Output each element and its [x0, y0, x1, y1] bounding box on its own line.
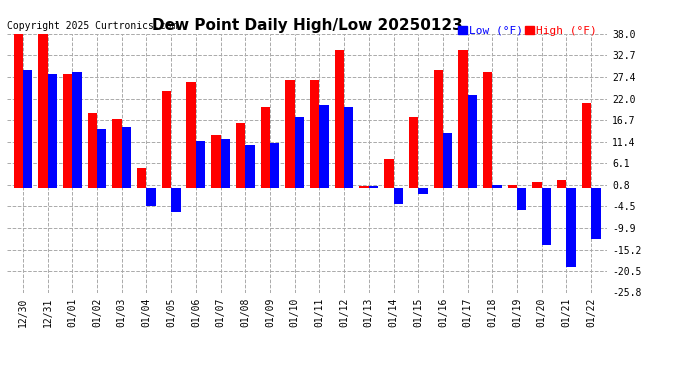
Bar [508, 184, 517, 188]
Bar [295, 117, 304, 188]
Bar [63, 74, 72, 188]
Bar [236, 123, 245, 188]
Bar [369, 186, 378, 188]
Bar [483, 72, 493, 188]
Bar [245, 145, 255, 188]
Bar [409, 117, 418, 188]
Bar [161, 90, 171, 188]
Bar [533, 182, 542, 188]
Bar [517, 188, 526, 210]
Bar [557, 180, 566, 188]
Bar [393, 188, 403, 204]
Text: Copyright 2025 Curtronics.com: Copyright 2025 Curtronics.com [7, 21, 177, 31]
Bar [270, 143, 279, 188]
Bar [344, 107, 353, 188]
Bar [196, 141, 205, 188]
Bar [171, 188, 181, 212]
Bar [14, 34, 23, 188]
Bar [458, 50, 468, 188]
Bar [582, 103, 591, 188]
Bar [221, 139, 230, 188]
Bar [359, 186, 369, 188]
Bar [211, 135, 221, 188]
Bar [384, 159, 393, 188]
Bar [23, 70, 32, 188]
Bar [542, 188, 551, 244]
Bar [97, 129, 106, 188]
Bar [121, 127, 131, 188]
Bar [186, 82, 196, 188]
Bar [319, 105, 329, 188]
Bar [443, 133, 453, 188]
Bar [566, 188, 576, 267]
Title: Dew Point Daily High/Low 20250123: Dew Point Daily High/Low 20250123 [152, 18, 462, 33]
Bar [418, 188, 428, 194]
Bar [310, 80, 319, 188]
Bar [261, 107, 270, 188]
Bar [468, 94, 477, 188]
Bar [88, 113, 97, 188]
Bar [493, 184, 502, 188]
Bar [48, 74, 57, 188]
Bar [433, 70, 443, 188]
Bar [112, 119, 121, 188]
Bar [335, 50, 344, 188]
Bar [591, 188, 600, 238]
Bar [137, 168, 146, 188]
Legend: Low (°F), High (°F): Low (°F), High (°F) [453, 21, 602, 40]
Bar [72, 72, 81, 188]
Bar [285, 80, 295, 188]
Bar [146, 188, 156, 206]
Bar [38, 34, 48, 188]
